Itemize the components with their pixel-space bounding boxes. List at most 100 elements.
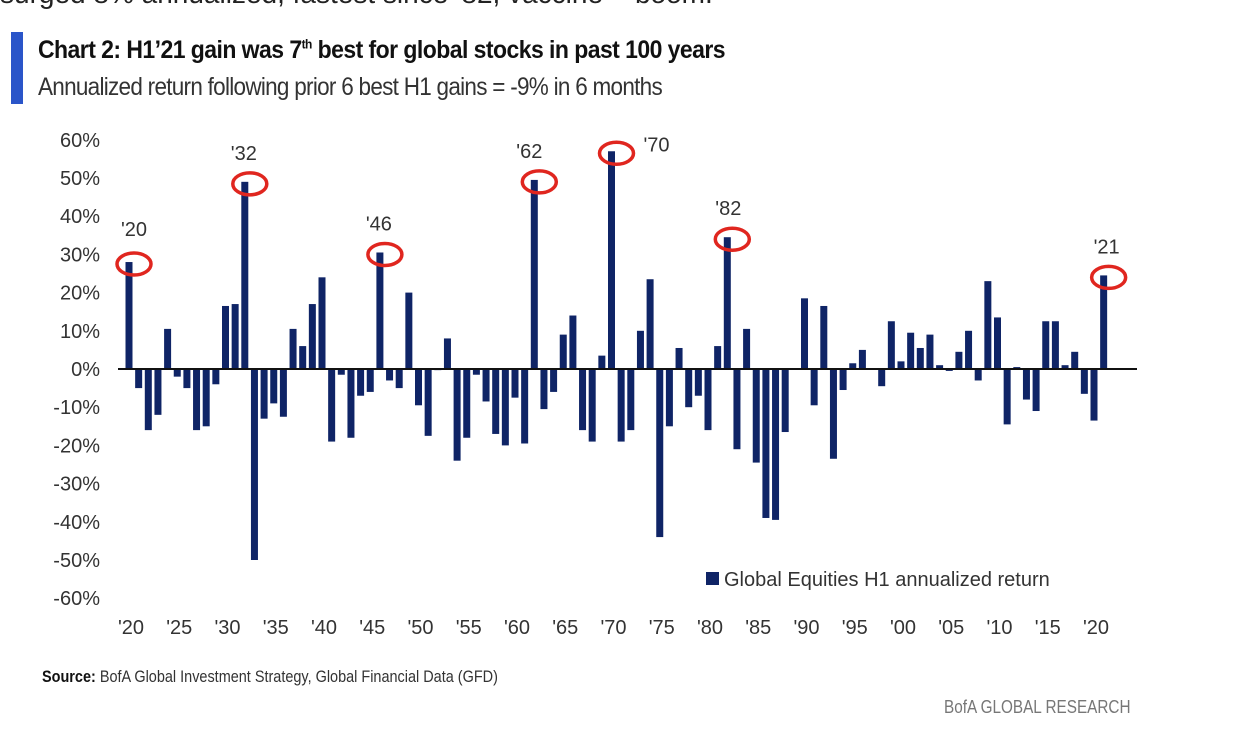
bar-1959 (501, 369, 509, 446)
bar-1998 (878, 369, 886, 387)
bar-2018 (1071, 351, 1079, 369)
annotation-label: '82 (715, 198, 741, 220)
highlight-circle (231, 171, 269, 197)
bar-2011 (1003, 369, 1011, 425)
bar-1976 (665, 369, 673, 427)
bar-1961 (521, 369, 529, 444)
legend-label: Global Equities H1 annualized return (724, 569, 1050, 591)
bar-1994 (839, 369, 847, 391)
annotation-label: '46 (366, 213, 392, 235)
x-tick-label: '70 (600, 617, 626, 639)
title-accent-bar (11, 32, 23, 104)
title-sup: th (301, 36, 313, 52)
bar-1972 (627, 369, 635, 431)
brand-label: BofA GLOBAL RESEARCH (944, 697, 1131, 717)
bar-1970 (608, 151, 615, 369)
bar-1922 (144, 369, 152, 431)
bar-1981 (714, 346, 722, 369)
x-tick-label: '75 (649, 617, 675, 639)
bar-1990 (801, 298, 808, 369)
bar-1957 (482, 369, 490, 402)
bar-2007 (965, 330, 973, 369)
y-tick-label: -50% (53, 550, 100, 572)
bar-2017 (1061, 365, 1069, 369)
bar-2021 (1100, 275, 1108, 369)
bar-1974 (646, 279, 654, 369)
bar-1941 (328, 369, 336, 442)
source-label: Source: (42, 667, 96, 686)
bar-1991 (810, 369, 818, 406)
bar-1988 (781, 369, 789, 433)
bar-1979 (694, 369, 702, 396)
bar-1953 (443, 338, 451, 369)
bar-1947 (386, 369, 394, 381)
x-tick-label: '25 (166, 617, 192, 639)
annotation-label: '20 (121, 219, 147, 241)
bar-2009 (984, 281, 992, 369)
x-tick-label: '20 (118, 617, 144, 639)
x-tick-label: '85 (745, 617, 771, 639)
bar-2004 (936, 365, 944, 369)
bar-1967 (579, 369, 587, 431)
bar-1938 (299, 346, 307, 369)
bar-1921 (135, 369, 143, 389)
y-tick-label: -10% (53, 397, 100, 419)
bar-1926 (183, 369, 191, 389)
bar-1992 (820, 305, 828, 369)
bar-1949 (405, 292, 413, 369)
bar-1950 (415, 369, 422, 406)
x-tick-label: '05 (938, 617, 964, 639)
bar-1968 (588, 369, 596, 442)
chart-subtitle: Annualized return following prior 6 best… (38, 73, 663, 101)
highlight-circle (520, 169, 559, 195)
bar-1927 (193, 369, 201, 431)
highlight-circle (1089, 264, 1128, 291)
bar-1964 (550, 369, 558, 392)
x-tick-label: '80 (697, 617, 723, 639)
bar-1932 (241, 181, 249, 369)
annotation-label: '32 (231, 143, 257, 165)
bar-1982 (723, 237, 731, 369)
bar-1942 (337, 369, 345, 375)
bar-1931 (231, 304, 239, 369)
y-tick-label: -30% (53, 474, 100, 496)
bar-1996 (858, 349, 866, 369)
bar-2020 (1090, 369, 1098, 421)
bar-1962 (530, 179, 538, 369)
bar-1987 (772, 369, 780, 520)
bar-1929 (212, 369, 220, 385)
bar-1983 (733, 369, 741, 450)
bar-1973 (636, 330, 644, 369)
bar-1975 (656, 369, 664, 538)
x-tick-label: '90 (793, 617, 819, 639)
x-tick-label: '20 (1083, 617, 1109, 639)
bar-1944 (357, 369, 365, 396)
bar-1960 (511, 369, 519, 398)
y-tick-label: -60% (53, 588, 100, 610)
bar-1956 (472, 369, 480, 375)
bar-1955 (463, 369, 471, 438)
x-tick-label: '40 (311, 617, 337, 639)
bar-1978 (685, 369, 693, 408)
bar-2008 (974, 369, 982, 381)
x-tick-label: '10 (986, 617, 1012, 639)
bar-1920 (125, 262, 133, 369)
title-prefix: Chart 2: H1’21 gain was 7 (38, 36, 302, 64)
x-tick-label: '50 (407, 617, 433, 639)
bar-1984 (743, 328, 751, 369)
bar-1977 (675, 347, 683, 369)
highlight-circle (713, 226, 752, 252)
x-tick-label: '65 (552, 617, 578, 639)
bar-2019 (1080, 369, 1088, 394)
bar-2000 (897, 361, 905, 369)
bar-2006 (955, 351, 963, 369)
annotation-label: '62 (516, 141, 542, 163)
y-tick-label: 10% (60, 321, 100, 343)
bar-2015 (1042, 321, 1050, 369)
y-tick-label: 0% (71, 359, 100, 381)
chart-title: Chart 2: H1’21 gain was 7th best for glo… (38, 36, 726, 65)
x-tick-label: '60 (504, 617, 530, 639)
bar-1986 (762, 369, 770, 518)
bar-1995 (849, 363, 857, 369)
bar-1951 (424, 369, 432, 436)
